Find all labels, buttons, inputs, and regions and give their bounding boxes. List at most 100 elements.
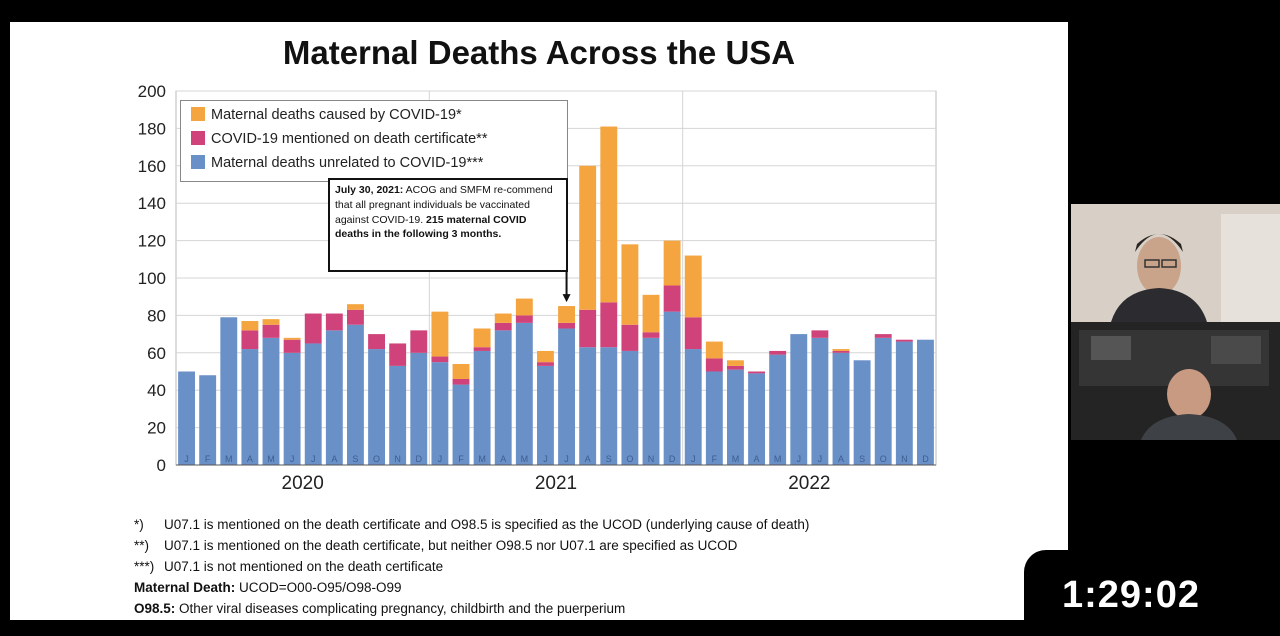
chart-bars: [178, 126, 934, 465]
definition: Maternal Death: UCOD=O00-O95/O98-O99: [134, 580, 402, 595]
bar-segment-caused: [705, 341, 723, 359]
chart-title: Maternal Deaths Across the USA: [282, 34, 796, 71]
bar-segment-mentioned: [895, 339, 913, 342]
bar-segment-unrelated: [389, 365, 407, 465]
x-tick-label: D: [416, 454, 423, 464]
bar-segment-caused: [642, 294, 660, 333]
x-tick-label: S: [606, 454, 612, 464]
bar-segment-mentioned: [410, 330, 428, 353]
bar-segment-unrelated: [832, 352, 850, 465]
bar-segment-caused: [431, 311, 449, 357]
bar-segment-unrelated: [178, 371, 195, 465]
bar-segment-mentioned: [283, 339, 301, 353]
footnotes: *) U07.1 is mentioned on the death certif…: [134, 514, 1034, 619]
bar-segment-mentioned: [832, 350, 850, 353]
year-label: 2021: [535, 473, 577, 494]
bar-segment-caused: [684, 255, 702, 318]
bar-segment-caused: [241, 321, 259, 331]
x-tick-label: J: [311, 454, 316, 464]
x-tick-label: A: [754, 454, 760, 464]
bar-segment-mentioned: [621, 324, 639, 351]
bar-segment-unrelated: [304, 343, 322, 465]
bar-segment-unrelated: [515, 322, 533, 465]
bar-segment-caused: [262, 319, 280, 325]
bar-segment-mentioned: [494, 322, 512, 331]
x-tick-label: D: [922, 454, 929, 464]
bar-segment-caused: [832, 349, 850, 351]
bar-segment-mentioned: [389, 343, 407, 366]
y-tick-label: 200: [138, 82, 166, 101]
y-tick-label: 160: [138, 157, 166, 176]
bar-segment-unrelated: [452, 384, 470, 465]
bar-segment-unrelated: [621, 350, 639, 465]
bar-segment-mentioned: [304, 313, 322, 344]
bar-segment-caused: [579, 165, 597, 310]
bar-segment-unrelated: [325, 330, 343, 465]
bar-segment-unrelated: [558, 328, 575, 465]
bar-segment-caused: [621, 244, 639, 325]
bar-segment-caused: [494, 313, 512, 323]
x-tick-label: F: [712, 454, 718, 464]
bar-segment-unrelated: [790, 334, 808, 465]
bar-segment-unrelated: [748, 373, 765, 465]
x-tick-label: D: [669, 454, 676, 464]
y-tick-label: 20: [147, 419, 166, 438]
x-tick-label: F: [458, 454, 464, 464]
annotation-date: July 30, 2021:: [335, 184, 404, 196]
legend-label: COVID-19 mentioned on death certificate*…: [211, 131, 488, 147]
webcam-panel: [1071, 204, 1280, 440]
bar-segment-mentioned: [600, 302, 618, 348]
bar-segment-caused: [727, 360, 744, 366]
x-tick-label: J: [438, 454, 443, 464]
bar-segment-unrelated: [769, 354, 787, 465]
presentation-slide: 0 20 40 60 80 100 120 140 160 180 200 J F M A M J J A S O N D J…: [10, 22, 1068, 620]
y-tick-label: 0: [157, 456, 166, 475]
x-tick-label: M: [478, 454, 486, 464]
x-tick-label: S: [352, 454, 358, 464]
annotation-text: ACOG and SMFM re-commend that all pregna…: [335, 184, 553, 226]
bar-segment-caused: [515, 298, 533, 316]
x-tick-label: J: [184, 454, 189, 464]
bar-segment-unrelated: [684, 349, 702, 465]
bar-segment-unrelated: [579, 347, 597, 465]
bar-segment-mentioned: [241, 330, 259, 350]
bar-segment-mentioned: [431, 356, 449, 363]
webcam-feed-host: [1071, 204, 1280, 322]
bar-segment-mentioned: [663, 285, 681, 312]
bar-segment-unrelated: [368, 349, 385, 465]
y-tick-label: 60: [147, 344, 166, 363]
arrow-head-icon: [562, 294, 571, 303]
x-tick-label: M: [267, 454, 275, 464]
bar-segment-unrelated: [895, 341, 913, 465]
x-tick-label: A: [585, 454, 591, 464]
x-tick-label: M: [521, 454, 529, 464]
x-tick-label: J: [691, 454, 696, 464]
bar-segment-unrelated: [410, 352, 428, 465]
x-tick-label: N: [394, 454, 401, 464]
legend-item-covid-mentioned: COVID-19 mentioned on death certificate*…: [191, 131, 487, 149]
bar-segment-unrelated: [663, 311, 681, 465]
bar-segment-caused: [663, 240, 681, 286]
footnote: *) U07.1 is mentioned on the death certif…: [134, 517, 810, 532]
bar-segment-mentioned: [473, 347, 491, 351]
footnote: ***) U07.1 is not mentioned on the death …: [134, 559, 444, 574]
bar-segment-mentioned: [705, 358, 723, 372]
bar-segment-unrelated: [537, 365, 554, 465]
bar-segment-unrelated: [917, 339, 934, 465]
bar-segment-unrelated: [220, 317, 238, 465]
bar-segment-caused: [347, 304, 364, 310]
annotation-bold: 215 maternal COVID deaths in the followi…: [335, 213, 527, 241]
x-tick-label: J: [543, 454, 548, 464]
bar-segment-mentioned: [537, 362, 554, 366]
y-tick-label: 180: [138, 119, 166, 138]
x-tick-label: A: [838, 454, 844, 464]
bar-segment-unrelated: [283, 352, 301, 465]
x-tick-label: F: [205, 454, 211, 464]
bar-segment-unrelated: [473, 350, 491, 465]
x-tick-label: M: [774, 454, 782, 464]
x-tick-label: J: [818, 454, 823, 464]
bar-segment-mentioned: [452, 378, 470, 385]
video-timestamp: 1:29:02: [1062, 574, 1200, 616]
legend-item-unrelated: Maternal deaths unrelated to COVID-19***: [191, 155, 483, 173]
bar-segment-mentioned: [769, 350, 787, 355]
